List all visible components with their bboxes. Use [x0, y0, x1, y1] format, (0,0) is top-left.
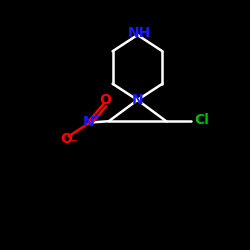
Text: O: O — [60, 132, 72, 146]
Text: Cl: Cl — [194, 113, 209, 127]
Text: O: O — [99, 94, 111, 108]
Text: N: N — [132, 93, 143, 107]
Text: NH: NH — [128, 26, 151, 40]
Text: ⁻: ⁻ — [70, 137, 77, 150]
Text: +: + — [91, 112, 100, 122]
Text: N: N — [83, 116, 94, 130]
